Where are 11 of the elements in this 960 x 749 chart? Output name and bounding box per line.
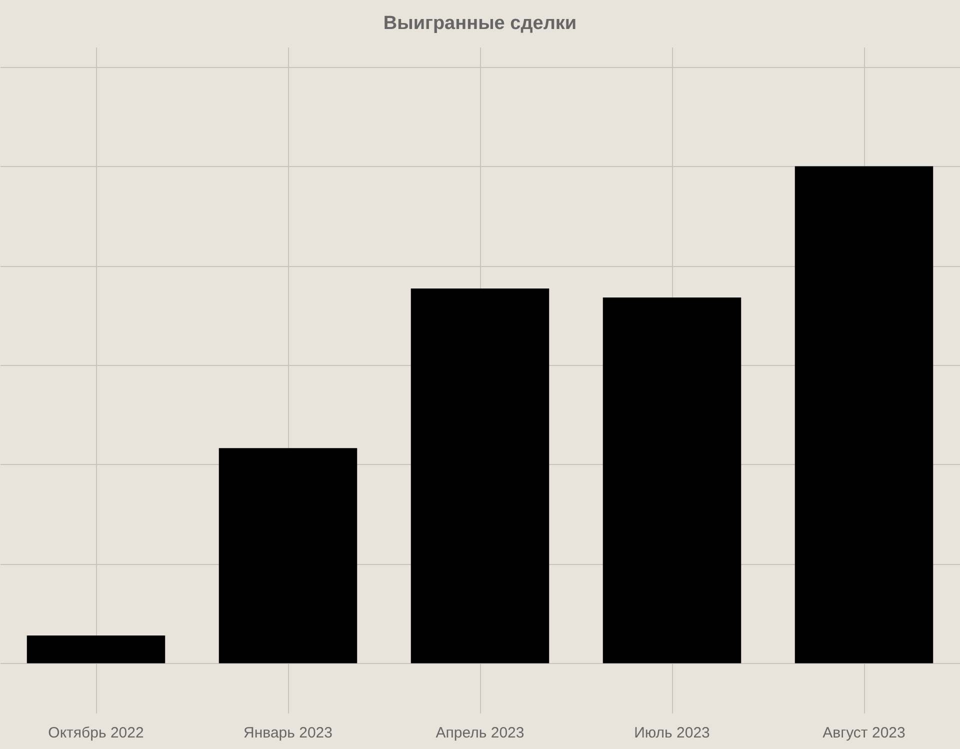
bar [26,635,166,664]
bar [410,288,550,664]
bar [602,297,742,664]
x-tick-label: Апрель 2023 [436,724,524,742]
chart-title: Выигранные сделки [383,13,577,34]
x-tick-label: Октябрь 2022 [48,724,144,742]
x-tick-label: Январь 2023 [244,724,332,742]
bar [218,448,358,664]
x-tick-label: Июль 2023 [634,724,710,742]
x-tick-label: Август 2023 [822,724,906,742]
bar [794,166,934,664]
